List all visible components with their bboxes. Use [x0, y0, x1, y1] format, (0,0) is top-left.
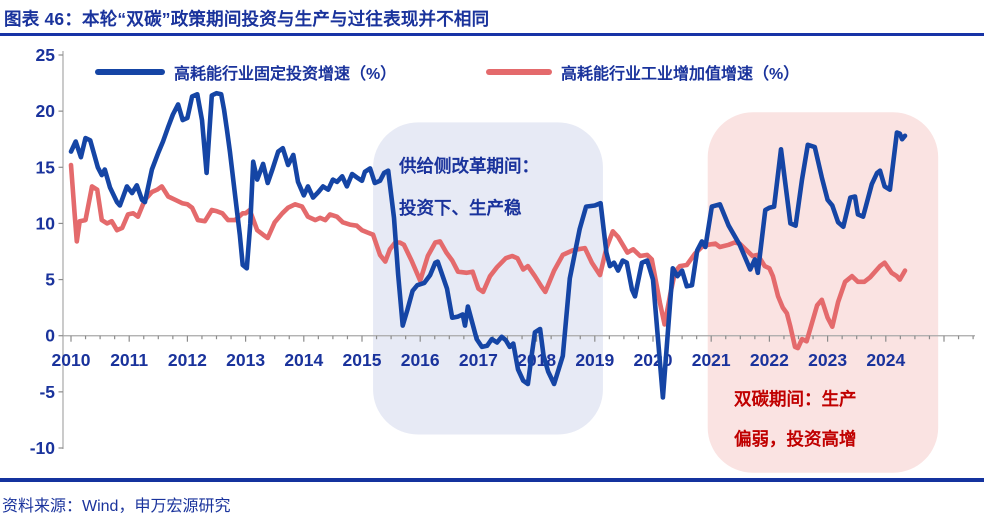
y-tick-label: 0	[45, 326, 55, 346]
source-note: 资料来源：Wind，申万宏源研究	[2, 498, 231, 515]
annotation-dual-carbon: 双碳期间：生产 偏弱，投资高增	[734, 379, 857, 459]
annotation-line: 供给侧改革期间：	[399, 156, 539, 176]
legend-marker-red-line	[486, 69, 552, 75]
legend-label-investment: 高耗能行业固定投资增速（%）	[174, 66, 397, 83]
legend-item-output: 高耗能行业工业增加值增速（%）	[486, 63, 800, 83]
annotation-line: 投资下、生产稳	[399, 198, 522, 218]
x-tick-label: 2017	[459, 350, 498, 370]
figure-title: 图表 46：本轮“双碳”政策期间投资与生产与过往表现并不相同	[4, 9, 490, 29]
x-tick-label: 2012	[168, 350, 207, 370]
title-underline	[0, 33, 984, 36]
series-line-investment	[68, 90, 908, 400]
x-tick-label: 2023	[808, 350, 847, 370]
dual-carbon-region	[707, 112, 939, 473]
x-tick-label: 2019	[575, 350, 614, 370]
x-tick-label: 2022	[750, 350, 789, 370]
x-tick-label: 2024	[866, 350, 905, 370]
x-tick-label: 2015	[343, 350, 382, 370]
y-tick-label: -10	[30, 438, 56, 458]
x-tick-label: 2018	[517, 350, 556, 370]
annotation-line: 偏弱，投资高增	[734, 429, 857, 449]
y-tick-label: 5	[45, 270, 55, 290]
x-tick-label: 2016	[401, 350, 440, 370]
x-tick-label: 2021	[692, 350, 731, 370]
legend-label-output: 高耗能行业工业增加值增速（%）	[561, 66, 800, 83]
x-tick-label: 2014	[284, 350, 323, 370]
series-line-output	[68, 162, 908, 351]
annotation-supply-side-reform: 供给侧改革期间： 投资下、生产稳	[399, 145, 539, 229]
y-tick-label: 25	[36, 45, 56, 65]
x-tick-label: 2011	[110, 350, 148, 370]
y-tick-label: 20	[36, 101, 56, 121]
x-tick-label: 2013	[226, 350, 265, 370]
x-tick-label: 2020	[634, 350, 673, 370]
legend-item-investment: 高耗能行业固定投资增速（%）	[95, 63, 397, 83]
annotation-line: 双碳期间：生产	[734, 389, 857, 409]
y-tick-label: 10	[36, 213, 56, 233]
bottom-divider	[0, 478, 984, 482]
x-tick-label: 2010	[52, 350, 91, 370]
legend-marker-blue-line	[95, 69, 165, 75]
y-tick-label: 15	[36, 157, 56, 177]
y-tick-label: -5	[39, 382, 55, 402]
